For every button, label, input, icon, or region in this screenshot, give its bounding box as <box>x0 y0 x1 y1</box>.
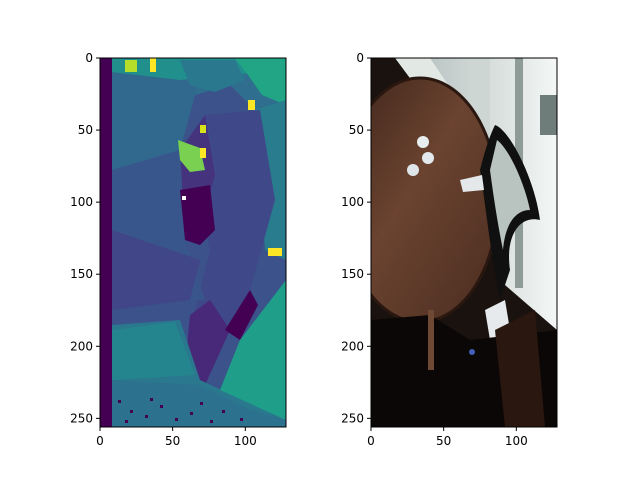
depth-map-y-tick-label: 150 <box>70 267 93 281</box>
rgb-photo-panel: 0 50 100 0 50 100 150 200 250 <box>341 51 558 448</box>
depth-map-x-tick-label: 100 <box>234 434 257 448</box>
rgb-photo-y-tick-label: 0 <box>356 51 364 65</box>
depth-map-image <box>100 58 286 427</box>
depth-map-y-tick-label: 100 <box>70 195 93 209</box>
rgb-photo-y-tick-label: 200 <box>341 339 364 353</box>
rgb-photo-x-tick-label: 50 <box>436 434 451 448</box>
depth-map-y-tick-label: 50 <box>78 123 93 137</box>
depth-map-y-tick-label: 250 <box>70 411 93 425</box>
rgb-photo-x-tick-label: 100 <box>505 434 528 448</box>
rgb-photo-y-tick-label: 150 <box>341 267 364 281</box>
rgb-photo-y-tick-label: 100 <box>341 195 364 209</box>
rgb-photo-x-tick-label: 0 <box>367 434 375 448</box>
rgb-photo-image <box>371 58 557 427</box>
depth-map-y-tick-label: 200 <box>70 339 93 353</box>
rgb-photo-y-tick-label: 50 <box>349 123 364 137</box>
depth-map-x-tick-label: 50 <box>165 434 180 448</box>
depth-map-x-tick-label: 0 <box>96 434 104 448</box>
depth-map-frame <box>99 57 287 428</box>
rgb-photo-axes: 0 50 100 0 50 100 150 200 250 <box>341 51 528 448</box>
rgb-photo-y-tick-label: 250 <box>341 411 364 425</box>
depth-map-axes: 0 50 100 0 50 100 150 200 250 <box>70 51 257 448</box>
rgb-photo-frame <box>370 57 558 428</box>
depth-map-y-tick-label: 0 <box>85 51 93 65</box>
depth-map-panel: 0 50 100 0 50 100 150 200 250 <box>70 51 287 448</box>
